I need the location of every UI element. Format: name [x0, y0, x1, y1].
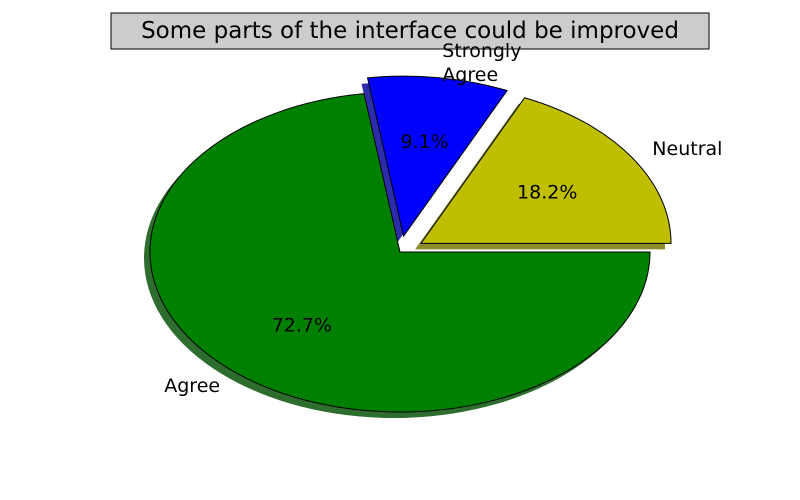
pie-category-label-strongly-agree: Strongly Agree: [442, 40, 521, 86]
pie-slice-neutral: [420, 97, 672, 244]
pie-category-label-neutral: Neutral: [652, 138, 722, 160]
chart-title-group: Some parts of the interface could be imp…: [110, 12, 710, 50]
chart-title-box: [110, 12, 710, 50]
pie-pct-label-neutral: 18.2%: [517, 181, 577, 203]
pie-category-label-line: Neutral: [652, 138, 722, 160]
pie-slice-agree: [149, 93, 651, 413]
chart-title: Some parts of the interface could be imp…: [141, 18, 679, 44]
pie-slice-strongly-agree: [366, 75, 508, 238]
pie-pct-label-strongly-agree: 9.1%: [401, 131, 449, 153]
pie-category-label-line: Strongly: [442, 40, 521, 62]
pie-category-label-agree: Agree: [164, 375, 220, 397]
pie-pct-label-agree: 72.7%: [272, 315, 332, 337]
pie-slices: [149, 75, 672, 413]
pie-category-label-line: Agree: [164, 375, 220, 397]
pie-category-label-line: Agree: [442, 64, 498, 86]
